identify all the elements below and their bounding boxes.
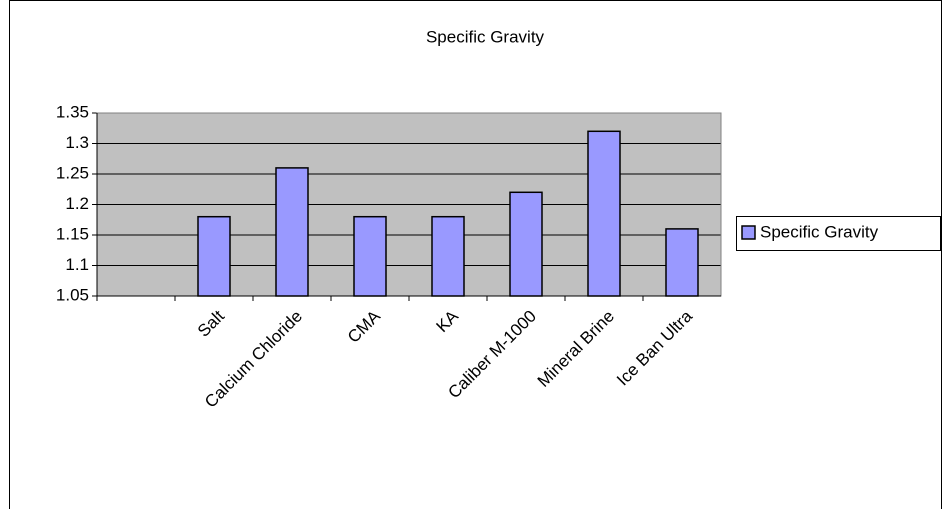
bar (353, 215, 387, 297)
legend-box (736, 216, 941, 251)
bar (431, 215, 465, 297)
y-tick-label: 1.15 (56, 224, 89, 243)
y-tick-label: 1.25 (56, 163, 89, 182)
y-tick-label: 1.2 (65, 194, 89, 213)
bar (509, 191, 543, 297)
y-tick-label: 1.05 (56, 285, 89, 304)
y-tick-label: 1.1 (65, 255, 89, 274)
y-tick-label: 1.35 (56, 102, 89, 121)
bar (275, 167, 309, 297)
y-tick-label: 1.3 (65, 133, 89, 152)
legend-swatch (741, 225, 756, 240)
bar (665, 228, 699, 297)
bar (197, 215, 231, 297)
bar (587, 130, 621, 297)
chart-title: Specific Gravity (426, 27, 545, 46)
legend-label: Specific Gravity (760, 222, 879, 241)
